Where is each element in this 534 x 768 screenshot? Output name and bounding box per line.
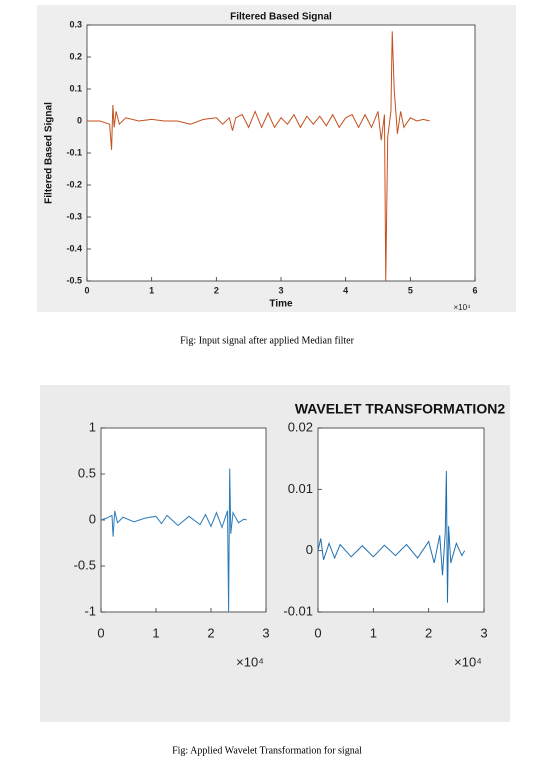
y-tick-label: -1 bbox=[84, 603, 96, 618]
plot-area bbox=[100, 427, 267, 613]
y-tick-label: 0 bbox=[89, 511, 96, 526]
y-tick-label: -0.01 bbox=[283, 603, 313, 618]
x-tick-label: 3 bbox=[480, 625, 487, 640]
y-tick-label: -0.1 bbox=[66, 147, 82, 157]
x-tick-label: 1 bbox=[152, 625, 159, 640]
y-tick-label: 1 bbox=[89, 419, 96, 434]
plot-area bbox=[317, 427, 485, 613]
signal-line bbox=[100, 468, 247, 613]
y-tick-label: 0.2 bbox=[69, 51, 82, 61]
x-tick-label: 0 bbox=[84, 285, 89, 295]
y-tick-label: -0.2 bbox=[66, 179, 82, 189]
x-tick-label: 4 bbox=[343, 285, 348, 295]
signal-line bbox=[317, 470, 466, 603]
x-tick-label: 0 bbox=[97, 625, 104, 640]
x-tick-label: 2 bbox=[425, 625, 432, 640]
y-tick-label: 0.5 bbox=[78, 465, 96, 480]
x-tick-label: 2 bbox=[207, 625, 214, 640]
y-tick-label: 0 bbox=[306, 542, 313, 557]
x-offset-text: ×10⁴ bbox=[236, 654, 264, 669]
y-tick-label: -0.5 bbox=[66, 275, 82, 285]
chart-title: WAVELET TRANSFORMATION2 bbox=[295, 401, 505, 417]
plot-area bbox=[86, 24, 476, 282]
y-tick-label: -0.4 bbox=[66, 243, 82, 253]
x-offset-text: ×10⁴ bbox=[454, 654, 482, 669]
caption: Fig: Applied Wavelet Transformation for … bbox=[172, 745, 362, 756]
x-tick-label: 3 bbox=[278, 285, 283, 295]
x-offset-text: ×10⁴ bbox=[453, 303, 471, 312]
x-axis-label: Time bbox=[269, 299, 293, 310]
y-axis-label: Filtered Based Signal bbox=[44, 102, 55, 204]
caption: Fig: Input signal after applied Median f… bbox=[180, 335, 355, 346]
y-tick-label: 0.02 bbox=[288, 419, 313, 434]
x-tick-label: 5 bbox=[408, 285, 413, 295]
chart-title: Filtered Based Signal bbox=[230, 12, 332, 23]
x-tick-label: 1 bbox=[370, 625, 377, 640]
y-tick-label: 0.01 bbox=[288, 481, 313, 496]
y-tick-label: 0.3 bbox=[69, 19, 82, 29]
x-tick-label: 3 bbox=[262, 625, 269, 640]
y-tick-label: -0.3 bbox=[66, 211, 82, 221]
x-tick-label: 1 bbox=[149, 285, 154, 295]
x-tick-label: 0 bbox=[314, 625, 321, 640]
y-tick-label: 0.1 bbox=[69, 83, 82, 93]
y-tick-label: 0 bbox=[77, 115, 82, 125]
x-tick-label: 6 bbox=[472, 285, 477, 295]
y-tick-label: -0.5 bbox=[74, 557, 96, 572]
signal-line bbox=[87, 31, 430, 282]
x-tick-label: 2 bbox=[214, 285, 219, 295]
